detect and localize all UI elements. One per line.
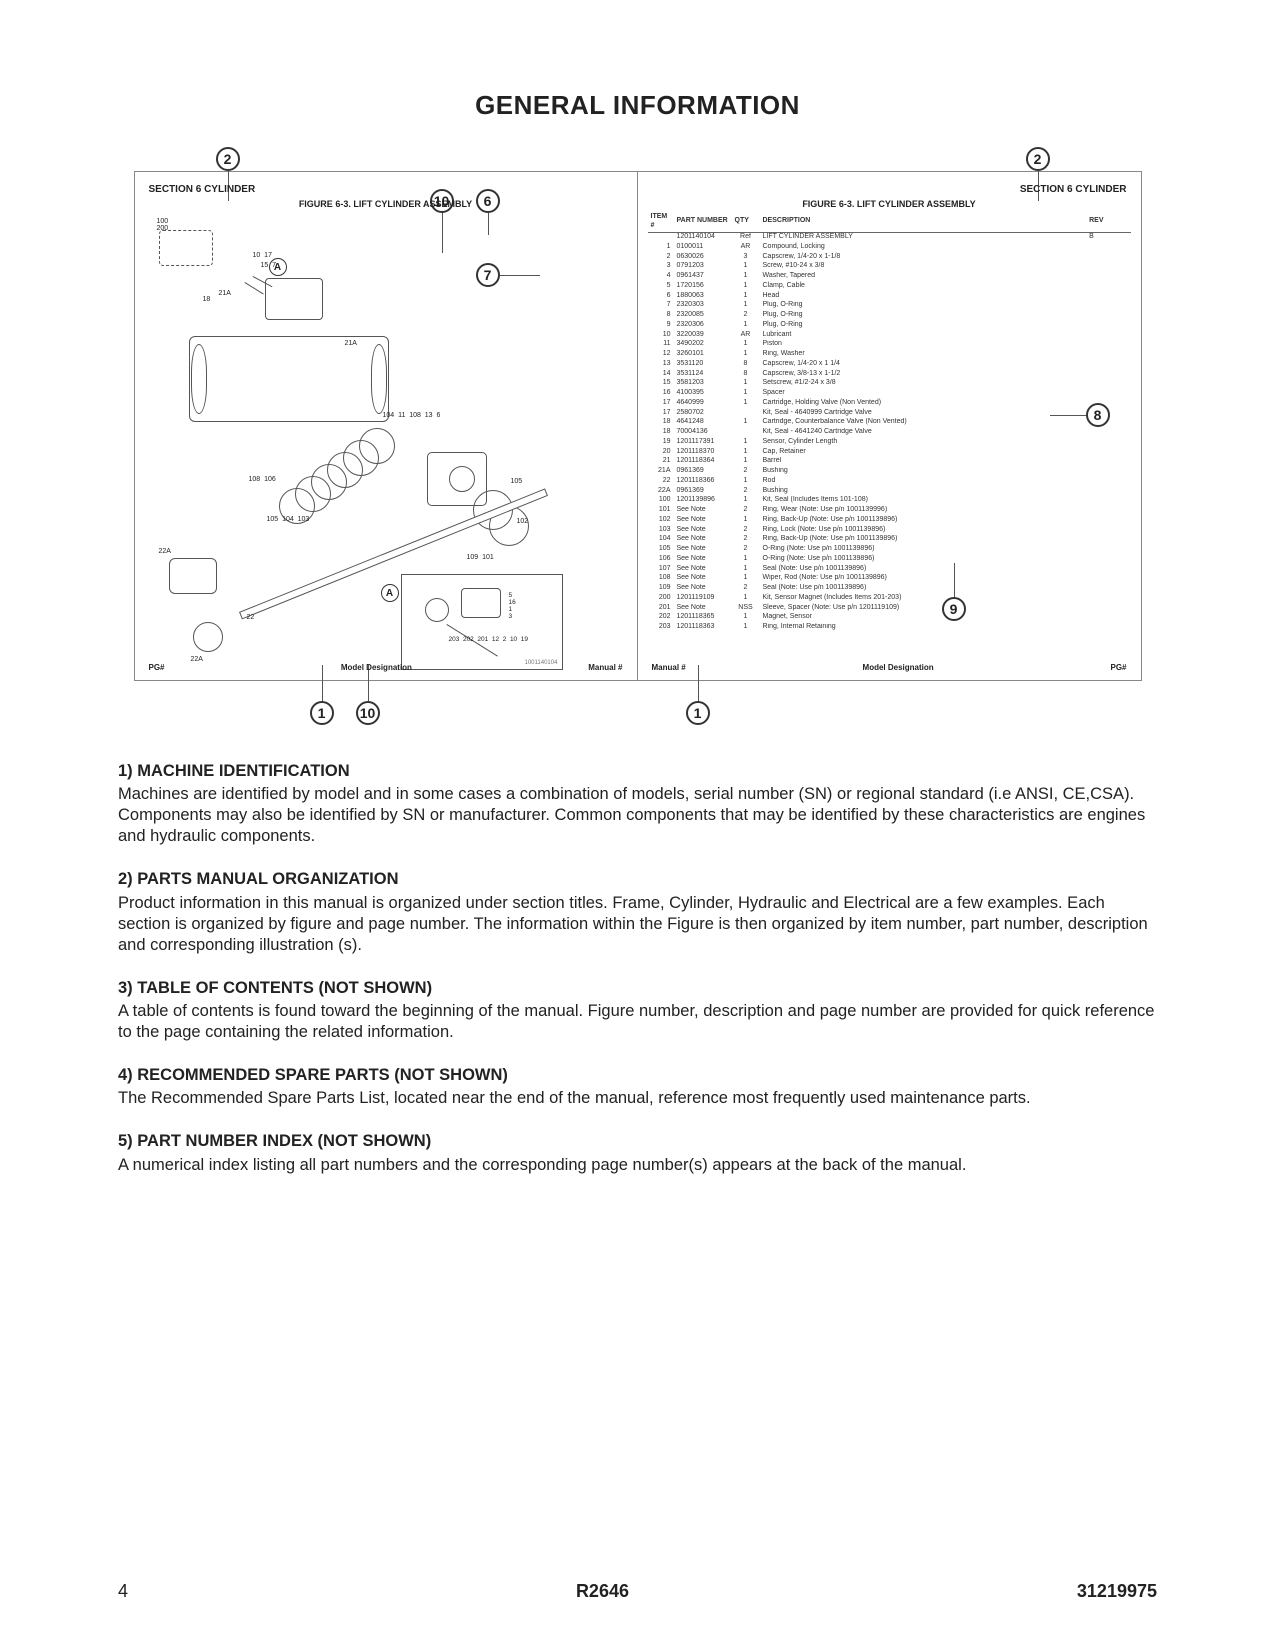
text-sections: 1) MACHINE IDENTIFICATIONMachines are id… xyxy=(118,761,1157,1176)
figure-frame: SECTION 6 CYLINDER FIGURE 6-3. LIFT CYLI… xyxy=(134,171,1142,681)
foot-model: R2646 xyxy=(576,1581,629,1602)
section-body: The Recommended Spare Parts List, locate… xyxy=(118,1088,1157,1109)
right-panel-header: SECTION 6 CYLINDER xyxy=(652,184,1127,195)
callout-1-left: 1 xyxy=(310,701,334,725)
page-title: GENERAL INFORMATION xyxy=(118,90,1157,121)
section-body: A table of contents is found toward the … xyxy=(118,1001,1157,1043)
section-heading: 4) RECOMMENDED SPARE PARTS (NOT SHOWN) xyxy=(118,1065,1157,1086)
foot-page-number: 4 xyxy=(118,1581,128,1602)
left-foot-manual: Manual # xyxy=(588,663,622,672)
section-heading: 1) MACHINE IDENTIFICATION xyxy=(118,761,1157,782)
parts-table: ITEM #PART NUMBERQTYDESCRIPTIONREV 12011… xyxy=(648,212,1131,632)
right-foot-manual: Manual # xyxy=(652,663,686,672)
section-heading: 5) PART NUMBER INDEX (NOT SHOWN) xyxy=(118,1131,1157,1152)
figure-wrapper: 2 2 10 6 7 8 9 1 10 1 SECTION 6 CYLINDER xyxy=(134,171,1142,681)
section-heading: 2) PARTS MANUAL ORGANIZATION xyxy=(118,869,1157,890)
left-foot-model: Model Designation xyxy=(341,663,412,672)
page-footer: 4 R2646 31219975 xyxy=(118,1581,1157,1602)
section-body: Product information in this manual is or… xyxy=(118,893,1157,956)
callout-1-right: 1 xyxy=(686,701,710,725)
left-foot-pg: PG# xyxy=(149,663,165,672)
left-panel: SECTION 6 CYLINDER FIGURE 6-3. LIFT CYLI… xyxy=(135,172,638,680)
section-body: Machines are identified by model and in … xyxy=(118,784,1157,847)
right-foot-model: Model Designation xyxy=(863,663,934,672)
section-body: A numerical index listing all part numbe… xyxy=(118,1155,1157,1176)
right-panel-subtitle: FIGURE 6-3. LIFT CYLINDER ASSEMBLY xyxy=(652,199,1127,209)
callout-2-left: 2 xyxy=(216,147,240,171)
right-panel: SECTION 6 CYLINDER FIGURE 6-3. LIFT CYLI… xyxy=(638,172,1141,680)
callout-A-lower: A xyxy=(381,584,399,602)
foot-doc-number: 31219975 xyxy=(1077,1581,1157,1602)
left-panel-subtitle: FIGURE 6-3. LIFT CYLINDER ASSEMBLY xyxy=(149,199,623,209)
right-foot-pg: PG# xyxy=(1110,663,1126,672)
left-panel-header: SECTION 6 CYLINDER xyxy=(149,184,623,195)
section-heading: 3) TABLE OF CONTENTS (NOT SHOWN) xyxy=(118,978,1157,999)
exploded-diagram: 100200 A 21A 21A 18 10 17 15 7 xyxy=(149,218,623,650)
callout-2-right: 2 xyxy=(1026,147,1050,171)
callout-10-bottom: 10 xyxy=(356,701,380,725)
